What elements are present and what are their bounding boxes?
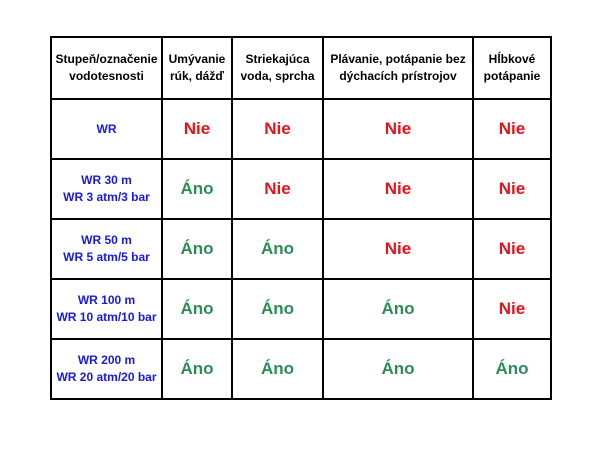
header-swimming-snorkeling: Plávanie, potápanie bez dýchacích prístr… — [322, 36, 474, 100]
table-row: WR 100 m WR 10 atm/10 bar Áno Áno Áno Ni… — [50, 278, 552, 340]
cell-value: Nie — [231, 158, 324, 220]
cell-value: Nie — [472, 158, 552, 220]
cell-value: Áno — [231, 338, 324, 400]
table-row: WR 200 m WR 20 atm/20 bar Áno Áno Áno Án… — [50, 338, 552, 400]
cell-value: Áno — [472, 338, 552, 400]
cell-value: Áno — [231, 218, 324, 280]
cell-value: Nie — [322, 218, 474, 280]
cell-value: Nie — [231, 98, 324, 160]
header-deep-diving: Hĺbkové potápanie — [472, 36, 552, 100]
cell-value: Nie — [161, 98, 233, 160]
cell-value: Áno — [322, 278, 474, 340]
header-rating: Stupeň/označenie vodotesnosti — [50, 36, 163, 100]
cell-value: Nie — [472, 98, 552, 160]
cell-value: Nie — [472, 278, 552, 340]
header-handwash-rain: Umývanie rúk, dážď — [161, 36, 233, 100]
cell-value: Nie — [472, 218, 552, 280]
rating-label: WR 200 m WR 20 atm/20 bar — [50, 338, 163, 400]
cell-value: Nie — [322, 98, 474, 160]
cell-value: Áno — [161, 158, 233, 220]
header-row: Stupeň/označenie vodotesnosti Umývanie r… — [50, 36, 552, 100]
rating-label: WR — [50, 98, 163, 160]
cell-value: Áno — [322, 338, 474, 400]
table-row: WR 50 m WR 5 atm/5 bar Áno Áno Nie Nie — [50, 218, 552, 280]
cell-value: Áno — [161, 278, 233, 340]
cell-value: Áno — [161, 218, 233, 280]
table-row: WR 30 m WR 3 atm/3 bar Áno Nie Nie Nie — [50, 158, 552, 220]
rating-label: WR 50 m WR 5 atm/5 bar — [50, 218, 163, 280]
cell-value: Nie — [322, 158, 474, 220]
water-resistance-table: Stupeň/označenie vodotesnosti Umývanie r… — [50, 36, 552, 400]
header-splash-shower: Striekajúca voda, sprcha — [231, 36, 324, 100]
table-row: WR Nie Nie Nie Nie — [50, 98, 552, 160]
cell-value: Áno — [161, 338, 233, 400]
cell-value: Áno — [231, 278, 324, 340]
rating-label: WR 100 m WR 10 atm/10 bar — [50, 278, 163, 340]
rating-label: WR 30 m WR 3 atm/3 bar — [50, 158, 163, 220]
